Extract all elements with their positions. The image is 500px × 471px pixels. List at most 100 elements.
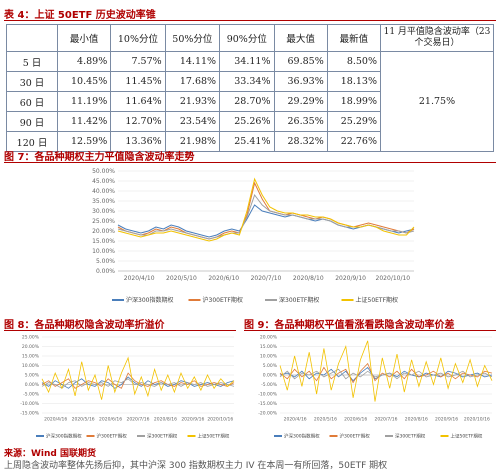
row-label: 5 日 [6, 51, 58, 72]
legend-label: 沪深300指数期权 [46, 433, 82, 440]
header-min: 最小值 [56, 24, 112, 52]
x-tick-label: 2020/4/16 [284, 417, 307, 423]
table-cell: 11.64% [110, 91, 166, 112]
x-tick-label: 2020/8/16 [405, 417, 428, 423]
table-cell: 25.26% [219, 111, 275, 132]
header-p90: 90%分位 [219, 24, 275, 52]
series-line-4 [117, 177, 415, 242]
row-label: 120 日 [6, 131, 58, 152]
x-tick-label: 2020/4/10 [124, 275, 155, 282]
y-tick-label: 15.00% [260, 344, 278, 350]
y-tick-label: 45.00% [92, 178, 115, 185]
x-tick-label: 2020/5/10 [166, 275, 197, 282]
table-cell: 34.11% [219, 51, 275, 72]
x-tick-label: 2020/9/16 [181, 417, 204, 423]
y-tick-label: -20.00% [258, 411, 278, 417]
table-cell: 29.29% [273, 91, 328, 112]
row-label: 60 日 [6, 91, 58, 112]
x-tick-label: 2020/9/10 [335, 275, 366, 282]
table-row: 60 日 11.19% 11.64% 21.93% 28.70% 29.29% 18.99% [6, 91, 494, 112]
y-tick-label: 10.00% [92, 248, 115, 255]
x-tick-label: 2020/7/16 [126, 417, 149, 423]
fig8-caption-rule [4, 330, 236, 331]
y-tick-label: 0.00% [263, 373, 278, 379]
y-tick-label: 10.00% [260, 354, 278, 360]
x-tick-label: 2020/6/16 [99, 417, 122, 423]
header-p10: 10%分位 [110, 24, 166, 52]
header-max: 最大值 [273, 24, 328, 52]
y-tick-label: -10.00% [258, 392, 278, 398]
y-tick-label: 25.00% [92, 218, 115, 225]
y-tick-label: 25.00% [22, 335, 40, 341]
table-cell: 4.89% [56, 51, 112, 72]
y-tick-label: 0.00% [25, 382, 40, 388]
y-tick-label: 35.00% [92, 198, 115, 205]
table-cell: 12.70% [110, 111, 166, 132]
table-cell: 28.70% [219, 91, 275, 112]
fig7-caption-rule [4, 162, 496, 163]
fig7-chart: 0.00% 5.00% 10.00% 15.00% 20.00% 25.00% 30.00%… [80, 165, 420, 307]
fig8-chart: -15.00% -10.00% -5.00% 0.00% 5.00% 10.00% 15.0… [6, 333, 238, 443]
header-latest: 最新值 [326, 24, 382, 52]
x-tick-label: 2020/6/16 [344, 417, 367, 423]
table-cell: 21.93% [164, 91, 221, 112]
table-cell: 10.45% [56, 71, 112, 92]
table-row: 90 日 11.42% 12.70% 23.54% 25.26% 26.35% 25.29% [6, 111, 494, 132]
table-cell: 28.32% [273, 131, 328, 152]
table-cell: 17.68% [164, 71, 221, 92]
table4-caption-rule [4, 20, 496, 21]
table-cell: 18.99% [326, 91, 382, 112]
legend-label: 深300ETF期权 [279, 296, 319, 304]
body-text-partial: 上周隐含波动率整体先扬后抑，其中沪深 300 指数期权主力 IV 在本周一有所回… [4, 461, 388, 471]
fig7-caption: 图 7：各品种期权主力平值隐含波动率走势 [4, 152, 195, 163]
x-tick-label: 2020/4/16 [44, 417, 67, 423]
y-tick-label: 20.00% [260, 335, 278, 341]
fig7-svg: 0.00% 5.00% 10.00% 15.00% 20.00% 25.00% 30.00%… [92, 168, 415, 304]
table4-caption: 表 4：上证 50ETF 历史波动率锥 [4, 10, 156, 21]
y-tick-label: -15.00% [258, 401, 278, 407]
table-cell: 11.45% [110, 71, 166, 92]
table-row: 5 日 4.89% 7.57% 14.11% 34.11% 69.85% 8.50% 21.7… [6, 51, 494, 152]
y-tick-label: 20.00% [22, 344, 40, 350]
legend-label: 沪300ETF期权 [97, 433, 128, 440]
legend-label: 上证50ETF期权 [451, 433, 483, 440]
x-tick-label: 2020/10/16 [464, 417, 490, 423]
header-p50: 50%分位 [164, 24, 221, 52]
fig9-caption: 图 9：各品种期权平值看涨看跌隐含波动率价差 [244, 320, 455, 331]
table-cell: 8.50% [326, 51, 382, 72]
x-tick-label: 2020/7/16 [374, 417, 397, 423]
y-tick-label: 10.00% [22, 363, 40, 369]
y-tick-label: 15.00% [92, 238, 115, 245]
y-tick-label: -5.00% [261, 382, 278, 388]
y-tick-label: 30.00% [92, 208, 115, 215]
table-cell: 22.76% [326, 131, 382, 152]
fig9-caption-rule [244, 330, 496, 331]
table-row: 120 日 12.59% 13.36% 21.98% 25.41% 28.32% 22.76… [6, 131, 494, 152]
table-row: 30 日 10.45% 11.45% 17.68% 33.34% 36.93% 18.13% [6, 71, 494, 92]
legend-label: 上证50ETF期权 [198, 433, 230, 440]
legend-label: 上证50ETF期权 [356, 296, 399, 304]
legend-label: 沪深300指数期权 [126, 296, 173, 304]
table-cell: 33.34% [219, 71, 275, 92]
y-tick-label: 15.00% [22, 354, 40, 360]
series-line-2 [41, 372, 235, 389]
y-tick-label: -15.00% [20, 411, 40, 417]
series-line-4 [41, 356, 235, 400]
implied-vol-value: 21.75% [380, 51, 494, 152]
y-tick-label: -5.00% [23, 392, 40, 398]
fig8-svg: -15.00% -10.00% -5.00% 0.00% 5.00% 10.00% 15.0… [20, 335, 235, 440]
legend-label: 沪300ETF期权 [203, 296, 243, 304]
table-cell: 26.35% [273, 111, 328, 132]
table-cell: 23.54% [164, 111, 221, 132]
x-tick-label: 2020/8/16 [154, 417, 177, 423]
y-tick-label: 5.00% [25, 373, 40, 379]
table-cell: 36.93% [273, 71, 328, 92]
x-tick-label: 2020/7/10 [251, 275, 282, 282]
x-tick-label: 2020/9/16 [435, 417, 458, 423]
table-cell: 25.29% [326, 111, 382, 132]
table-cell: 11.42% [56, 111, 112, 132]
series-line-3 [41, 378, 235, 389]
table-cell: 25.41% [219, 131, 275, 152]
source-note: 来源：Wind 国联期货 [4, 449, 96, 459]
legend-label: 深300ETF期权 [395, 433, 426, 440]
